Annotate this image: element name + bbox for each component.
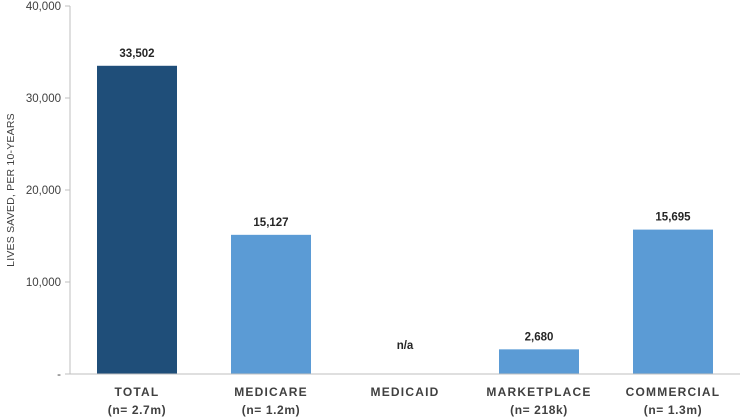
bar-marketplace: [499, 349, 579, 374]
x-category-label: MEDICAID: [371, 385, 440, 399]
x-axis: TOTAL (n= 2.7m) MEDICARE (n= 1.2m) MEDICAID M…: [70, 373, 740, 417]
x-category-sublabel: (n= 2.7m): [108, 403, 166, 417]
y-axis: - 10,000 20,000 30,000 40,000: [26, 1, 71, 381]
x-category-label: TOTAL: [115, 385, 160, 399]
x-category-label: MEDICARE: [234, 385, 308, 399]
x-category-sublabel: (n= 218k): [510, 403, 568, 417]
bars: 33,502 15,127 n/a 2,680 15,695: [97, 48, 713, 374]
y-tick-label: -: [57, 369, 61, 381]
data-label: 15,695: [655, 212, 691, 224]
data-label: n/a: [397, 340, 414, 352]
y-axis-label: LIVES SAVED, PER 10-YEARS: [5, 113, 17, 267]
y-tick-label: 10,000: [26, 277, 61, 289]
bar-medicare: [231, 234, 311, 374]
y-tick-label: 20,000: [26, 185, 61, 197]
y-tick-label: 40,000: [26, 1, 61, 13]
data-label: 15,127: [253, 217, 288, 229]
bar-total: [97, 65, 177, 374]
x-category-sublabel: (n= 1.3m): [644, 403, 702, 417]
x-category-label: MARKETPLACE: [486, 385, 591, 399]
x-category-label: COMMERCIAL: [626, 385, 721, 399]
bar-commercial: [633, 229, 713, 374]
data-label: 2,680: [525, 331, 554, 343]
data-label: 33,502: [119, 48, 154, 60]
x-category-sublabel: (n= 1.2m): [242, 403, 300, 417]
y-tick-label: 30,000: [26, 93, 61, 105]
